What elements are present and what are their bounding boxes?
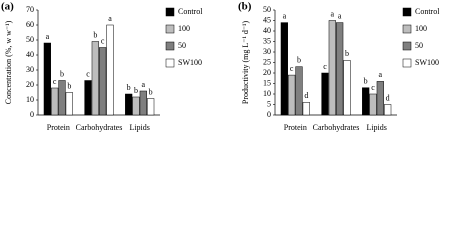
y-tick-label: 20 — [26, 80, 34, 89]
y-tick-label: 40 — [26, 50, 34, 59]
legend-swatch — [402, 58, 412, 68]
y-tick-label: 45 — [263, 15, 271, 24]
bar — [321, 72, 329, 116]
bar — [43, 42, 51, 116]
y-tick-label: 20 — [263, 68, 271, 77]
significance-letter: b — [364, 77, 368, 86]
significance-letter: c — [323, 62, 327, 71]
y-tick-label: 10 — [26, 95, 34, 104]
bar — [376, 81, 384, 116]
significance-letter: b — [149, 87, 153, 96]
x-tick-label: Protein — [284, 123, 307, 132]
legend-swatch — [165, 41, 175, 51]
bar — [302, 102, 310, 116]
legend-label: SW100 — [415, 58, 439, 67]
bar — [343, 60, 351, 116]
y-tick-label: 50 — [263, 5, 271, 14]
x-tick-label: Carbohydrates — [313, 123, 360, 132]
significance-letter: b — [345, 49, 349, 58]
legend-swatch — [402, 24, 412, 34]
y-tick-label: 60 — [26, 20, 34, 29]
bar — [369, 93, 377, 116]
legend-swatch — [402, 41, 412, 51]
bar — [147, 98, 155, 116]
y-tick-label: 15 — [263, 78, 271, 87]
significance-letter: a — [142, 80, 146, 89]
significance-letter: a — [108, 14, 112, 23]
bar — [51, 87, 59, 116]
bar — [295, 66, 303, 116]
legend-label: Control — [415, 7, 440, 16]
legend-swatch — [165, 7, 175, 17]
bar — [65, 92, 73, 116]
panel-label: (b) — [238, 1, 252, 13]
y-tick-label: 40 — [263, 26, 271, 35]
y-tick-label: 25 — [263, 57, 271, 66]
bar — [139, 90, 147, 116]
bar — [58, 80, 66, 116]
significance-letter: b — [297, 56, 301, 65]
panel-label: (a) — [1, 1, 14, 13]
legend-swatch — [165, 58, 175, 68]
figure: (a)Concentration (%, w w⁻¹)0102030405060… — [1, 1, 440, 132]
x-tick-label: Lipids — [129, 123, 149, 132]
significance-letter: b — [93, 30, 97, 39]
y-axis-label: Productivity (mg L⁻¹ d⁻¹) — [241, 21, 250, 105]
significance-letter: d — [304, 91, 308, 100]
significance-letter: d — [386, 93, 390, 102]
bar — [280, 22, 288, 116]
significance-letter: a — [331, 9, 335, 18]
significance-letter: c — [290, 64, 294, 73]
significance-letter: b — [127, 83, 131, 92]
bar — [336, 22, 344, 116]
legend-label: SW100 — [178, 58, 202, 67]
y-tick-label: 10 — [263, 89, 271, 98]
significance-letter: b — [134, 86, 138, 95]
bar — [99, 47, 107, 116]
bar — [288, 74, 296, 116]
bar — [106, 24, 114, 116]
significance-letter: b — [60, 69, 64, 78]
y-tick-label: 0 — [267, 110, 271, 119]
significance-letter: a — [379, 70, 383, 79]
legend-label: 100 — [415, 24, 427, 33]
significance-letter: c — [371, 83, 375, 92]
legend-label: Control — [178, 7, 203, 16]
bar — [132, 96, 140, 116]
bar — [384, 104, 392, 116]
y-tick-label: 5 — [267, 99, 271, 108]
bar — [362, 87, 370, 116]
x-tick-label: Protein — [47, 123, 70, 132]
legend-label: 100 — [178, 24, 190, 33]
y-axis-label: Concentration (%, w w⁻¹) — [4, 20, 13, 104]
y-tick-label: 30 — [263, 47, 271, 56]
significance-letter: c — [86, 69, 90, 78]
significance-letter: b — [67, 81, 71, 90]
x-tick-label: Lipids — [366, 123, 386, 132]
y-tick-label: 30 — [26, 65, 34, 74]
x-tick-label: Carbohydrates — [76, 123, 123, 132]
y-tick-label: 70 — [26, 5, 34, 14]
bar — [84, 80, 92, 116]
legend-label: 50 — [415, 41, 423, 50]
y-tick-label: 35 — [263, 36, 271, 45]
legend-swatch — [402, 7, 412, 17]
significance-letter: a — [46, 32, 50, 41]
bar — [91, 41, 99, 116]
legend-label: 50 — [178, 41, 186, 50]
significance-letter: a — [338, 11, 342, 20]
bar — [328, 20, 336, 116]
significance-letter: c — [53, 77, 57, 86]
bar — [125, 93, 133, 116]
legend-swatch — [165, 24, 175, 34]
y-tick-label: 0 — [30, 110, 34, 119]
significance-letter: c — [101, 36, 105, 45]
significance-letter: a — [283, 11, 287, 20]
y-tick-label: 50 — [26, 35, 34, 44]
